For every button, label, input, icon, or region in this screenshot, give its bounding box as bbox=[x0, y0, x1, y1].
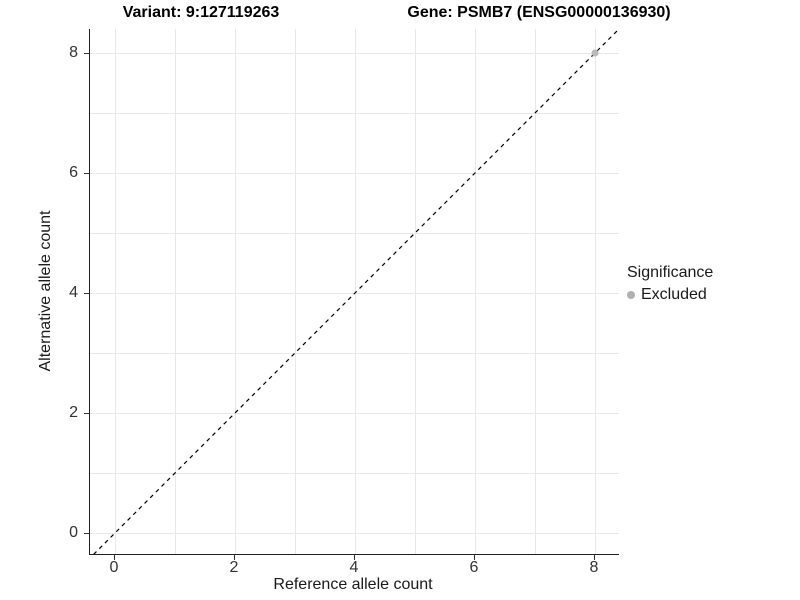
x-tick-label-6: 6 bbox=[469, 559, 479, 576]
gridline-y-7 bbox=[90, 113, 619, 114]
gridline-y-1 bbox=[90, 473, 619, 474]
gridline-x-6 bbox=[475, 29, 476, 554]
legend-point-icon bbox=[627, 291, 635, 299]
x-tick-6 bbox=[474, 555, 475, 560]
x-tick-label-2: 2 bbox=[229, 559, 239, 576]
data-point-excluded-8-8 bbox=[591, 49, 599, 57]
y-axis-title: Alternative allele count bbox=[37, 210, 54, 372]
x-tick-label-0: 0 bbox=[109, 559, 119, 576]
y-tick-4 bbox=[84, 293, 89, 294]
y-tick-label-0: 0 bbox=[69, 524, 78, 541]
y-tick-label-4: 4 bbox=[69, 284, 78, 301]
x-tick-label-8: 8 bbox=[589, 559, 599, 576]
legend-title: Significance bbox=[627, 264, 714, 281]
x-tick-4 bbox=[354, 555, 355, 560]
plot-title-variant: Variant: 9:127119263 bbox=[122, 4, 280, 21]
gridline-y-8 bbox=[90, 53, 619, 54]
x-tick-2 bbox=[234, 555, 235, 560]
gridline-x-7 bbox=[535, 29, 536, 554]
gridline-y-0 bbox=[90, 533, 619, 534]
x-tick-8 bbox=[594, 555, 595, 560]
y-tick-0 bbox=[84, 533, 89, 534]
x-axis-title: Reference allele count bbox=[273, 576, 433, 593]
gridline-x-3 bbox=[295, 29, 296, 554]
gridline-y-6 bbox=[90, 173, 619, 174]
x-tick-label-4: 4 bbox=[349, 559, 359, 576]
gridline-y-3 bbox=[90, 353, 619, 354]
plot-title-gene: Gene: PSMB7 (ENSG00000136930) bbox=[407, 4, 671, 21]
gridline-x-4 bbox=[355, 29, 356, 554]
gridline-y-5 bbox=[90, 233, 619, 234]
gridline-x-2 bbox=[235, 29, 236, 554]
gridline-x-1 bbox=[175, 29, 176, 554]
x-tick-0 bbox=[114, 555, 115, 560]
identity-dashed-line bbox=[93, 29, 619, 554]
gridline-x-5 bbox=[415, 29, 416, 554]
gridline-x-8 bbox=[595, 29, 596, 554]
y-tick-label-6: 6 bbox=[69, 164, 78, 181]
y-tick-8 bbox=[84, 53, 89, 54]
y-tick-label-2: 2 bbox=[69, 404, 78, 421]
y-tick-label-8: 8 bbox=[69, 44, 78, 61]
legend: Significance Excluded bbox=[627, 264, 713, 304]
y-tick-2 bbox=[84, 413, 89, 414]
plot-panel bbox=[89, 29, 619, 555]
gridline-x-0 bbox=[115, 29, 116, 554]
gridline-y-2 bbox=[90, 413, 619, 414]
plot-canvas bbox=[93, 29, 619, 554]
legend-item-excluded: Excluded bbox=[627, 286, 713, 304]
legend-item-label: Excluded bbox=[641, 286, 707, 303]
y-tick-6 bbox=[84, 173, 89, 174]
